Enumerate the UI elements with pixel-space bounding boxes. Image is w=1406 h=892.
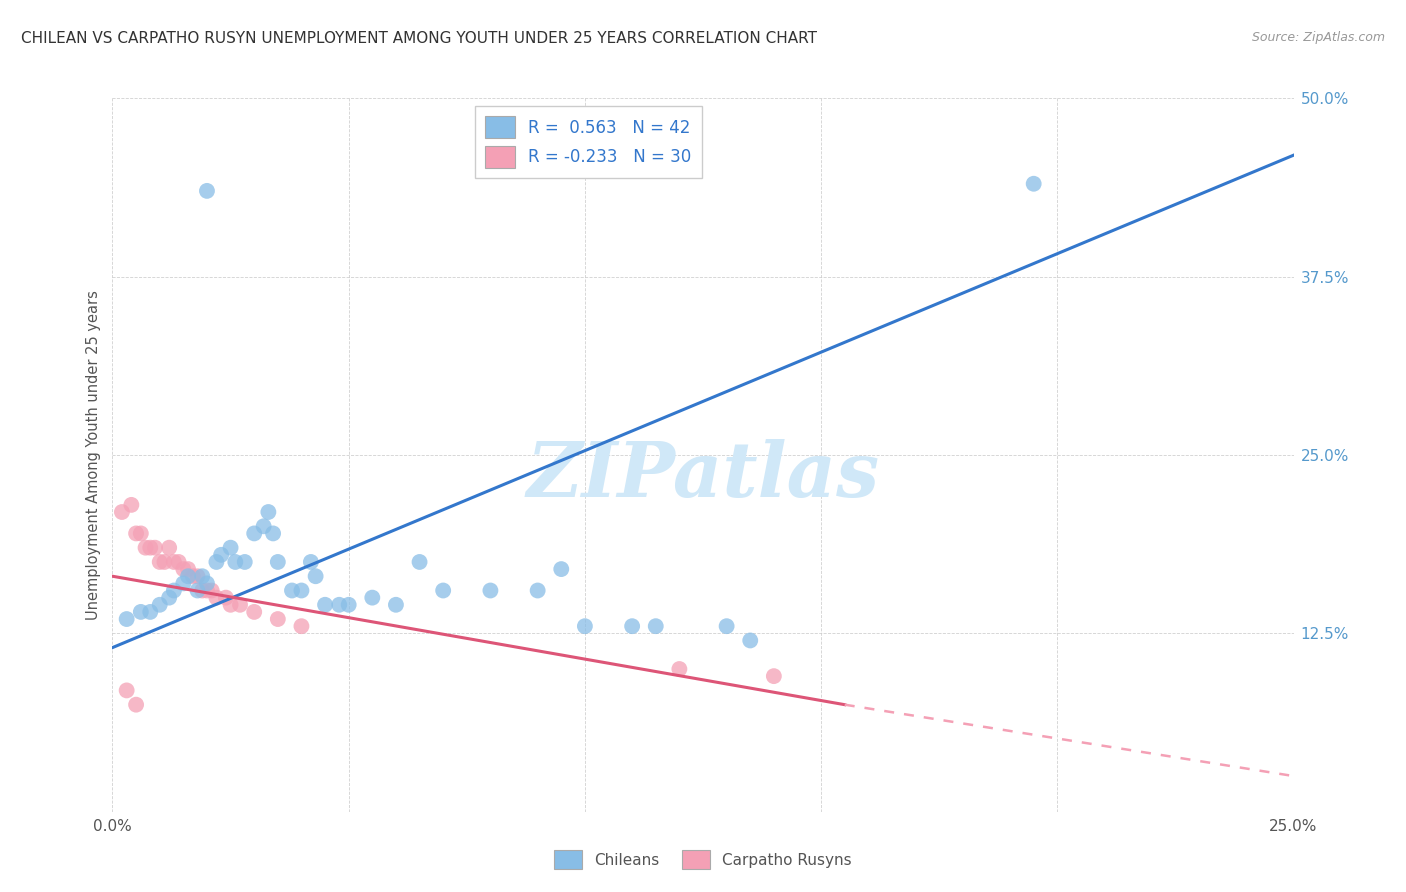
Point: [257, 505, 280, 519]
Point: [129, 526, 152, 541]
Point: [191, 569, 214, 583]
Point: [644, 619, 666, 633]
Point: [224, 555, 246, 569]
Point: [740, 633, 762, 648]
Text: ZIPatlas: ZIPatlas: [526, 440, 880, 513]
Point: [195, 184, 218, 198]
Point: [574, 619, 596, 633]
Point: [328, 598, 350, 612]
Point: [120, 498, 142, 512]
Point: [243, 605, 266, 619]
Point: [762, 669, 785, 683]
Point: [163, 555, 186, 569]
Point: [139, 605, 162, 619]
Point: [304, 569, 326, 583]
Point: [243, 526, 266, 541]
Text: CHILEAN VS CARPATHO RUSYN UNEMPLOYMENT AMONG YOUTH UNDER 25 YEARS CORRELATION CH: CHILEAN VS CARPATHO RUSYN UNEMPLOYMENT A…: [21, 31, 817, 46]
Point: [526, 583, 548, 598]
Point: [290, 619, 312, 633]
Point: [479, 583, 502, 598]
Point: [253, 519, 276, 533]
Point: [177, 562, 200, 576]
Point: [143, 541, 166, 555]
Point: [205, 591, 228, 605]
Point: [267, 612, 290, 626]
Point: [111, 505, 134, 519]
Point: [149, 555, 172, 569]
Point: [262, 526, 284, 541]
Point: [157, 541, 180, 555]
Point: [163, 583, 186, 598]
Point: [233, 555, 256, 569]
Point: [153, 555, 176, 569]
Point: [290, 583, 312, 598]
Point: [299, 555, 322, 569]
Point: [172, 576, 194, 591]
Point: [177, 569, 200, 583]
Point: [385, 598, 408, 612]
Point: [314, 598, 336, 612]
Point: [167, 555, 190, 569]
Point: [186, 569, 208, 583]
Point: [195, 583, 218, 598]
Point: [361, 591, 384, 605]
Point: [215, 591, 238, 605]
Point: [181, 569, 204, 583]
Point: [219, 541, 242, 555]
Point: [219, 598, 242, 612]
Point: [125, 698, 148, 712]
Point: [115, 612, 138, 626]
Point: [267, 555, 290, 569]
Point: [432, 583, 454, 598]
Point: [195, 576, 218, 591]
Legend: Chileans, Carpatho Rusyns: Chileans, Carpatho Rusyns: [548, 844, 858, 875]
Point: [550, 562, 572, 576]
Point: [115, 683, 138, 698]
Point: [149, 598, 172, 612]
Point: [621, 619, 644, 633]
Point: [408, 555, 430, 569]
Point: [281, 583, 304, 598]
Point: [157, 591, 180, 605]
Y-axis label: Unemployment Among Youth under 25 years: Unemployment Among Youth under 25 years: [86, 290, 101, 620]
Point: [337, 598, 360, 612]
Point: [125, 526, 148, 541]
Point: [668, 662, 690, 676]
Point: [172, 562, 194, 576]
Point: [201, 583, 224, 598]
Point: [191, 583, 214, 598]
Point: [209, 548, 232, 562]
Point: [716, 619, 738, 633]
Text: Source: ZipAtlas.com: Source: ZipAtlas.com: [1251, 31, 1385, 45]
Point: [186, 583, 208, 598]
Point: [135, 541, 157, 555]
Point: [139, 541, 162, 555]
Point: [129, 605, 152, 619]
Point: [229, 598, 252, 612]
Point: [205, 555, 228, 569]
Point: [1022, 177, 1045, 191]
